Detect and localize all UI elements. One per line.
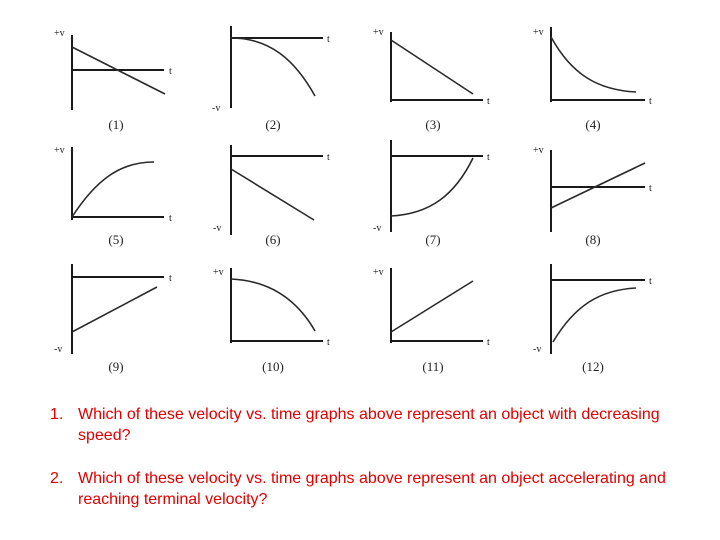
graph-4-velocity-label: +v [533,27,544,38]
graph-10-velocity-label: +v [213,267,224,278]
question-number: 1. [50,406,64,423]
graph-7: -v t (7) [373,140,490,247]
graph-1-curve [71,46,166,95]
graph-2-curve [230,37,316,97]
graph-6-number: (6) [265,232,280,247]
graph-12-velocity-label: -v [533,344,541,355]
graph-11-time-label: t [487,337,490,348]
graph-9: -v t (9) [54,264,172,374]
graph-6-time-label: t [327,152,330,163]
graph-6-curve [230,168,315,221]
graph-5-time-label: t [169,213,172,224]
graph-10: +v t (10) [213,267,330,374]
graph-5-velocity-label: +v [54,145,65,156]
graph-4-curve [550,36,637,93]
graph-3-time-label: t [487,96,490,107]
graph-4-number: (4) [585,117,600,132]
graph-1-time-label: t [169,66,172,77]
graph-4: +v t (4) [533,27,652,132]
graph-7-velocity-label: -v [373,223,381,234]
graph-7-time-label: t [487,152,490,163]
graph-9-number: (9) [108,359,123,374]
graph-2-time-label: t [327,34,330,45]
graph-1: +v t (1) [54,28,172,132]
graph-2-number: (2) [265,117,280,132]
graph-5: +v t (5) [54,145,172,247]
graph-9-time-label: t [169,273,172,284]
question-number: 2. [50,470,64,487]
graph-9-curve [71,286,158,333]
graph-7-curve [390,157,474,217]
graph-1-velocity-label: +v [54,28,65,39]
graph-10-number: (10) [262,359,284,374]
graph-5-curve [71,161,155,218]
graph-8-velocity-label: +v [533,145,544,156]
graph-3: +v t (3) [373,27,490,132]
graph-11-curve [390,280,474,333]
graph-5-number: (5) [108,232,123,247]
graph-12-curve [552,287,637,343]
graph-11: +v t (11) [373,267,490,374]
graph-2: -v t (2) [212,26,330,132]
question-list: 1. Which of these velocity vs. time grap… [50,404,690,532]
graph-10-curve [230,278,316,332]
graph-4-time-label: t [649,96,652,107]
graph-1-number: (1) [108,117,123,132]
graph-3-number: (3) [425,117,440,132]
graph-3-velocity-label: +v [373,27,384,38]
graph-8-curve [550,162,646,209]
velocity-time-graphs-grid: +v t (1) -v t (2) +v t (3) +v t (4) +v t… [54,26,652,374]
graph-6: -v t (6) [213,145,330,247]
question-item: 2. Which of these velocity vs. time grap… [50,468,690,510]
graph-8-number: (8) [585,232,600,247]
graph-12-time-label: t [649,276,652,287]
question-text: Which of these velocity vs. time graphs … [78,406,660,444]
graph-3-curve [390,39,474,95]
graph-11-velocity-label: +v [373,267,384,278]
graph-12-number: (12) [582,359,604,374]
graph-2-velocity-label: -v [212,103,220,114]
question-text: Which of these velocity vs. time graphs … [78,470,666,508]
graph-6-velocity-label: -v [213,223,221,234]
graph-10-time-label: t [327,337,330,348]
graph-11-number: (11) [422,359,443,374]
graph-8: +v t (8) [533,145,652,247]
graph-9-velocity-label: -v [54,344,62,355]
graph-8-time-label: t [649,183,652,194]
graph-12: -v t (12) [533,264,652,374]
question-item: 1. Which of these velocity vs. time grap… [50,404,690,446]
graph-7-number: (7) [425,232,440,247]
